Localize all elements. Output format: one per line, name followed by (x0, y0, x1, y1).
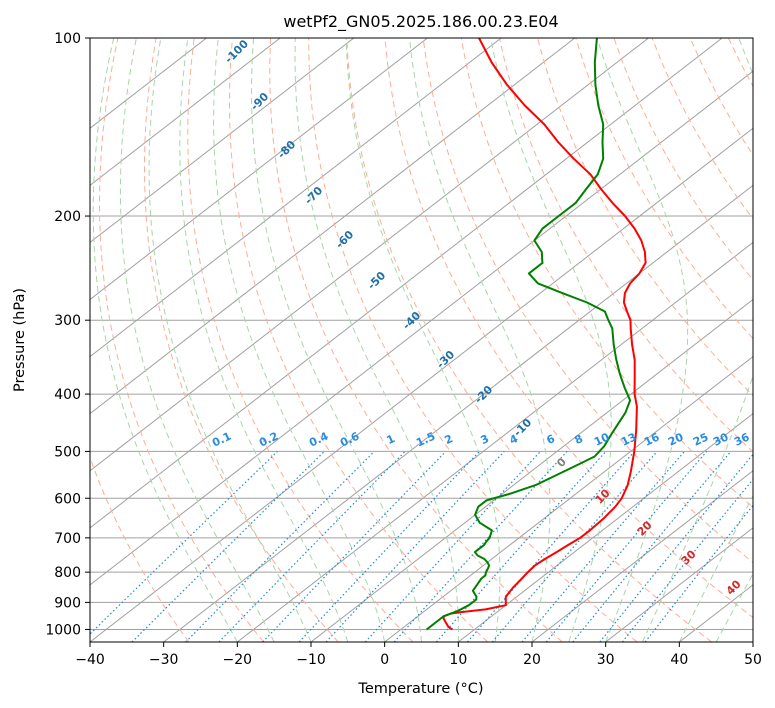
y-axis-label: Pressure (hPa) (12, 288, 28, 392)
dry-adiabat-line (422, 38, 753, 564)
dry-adiabat-line (187, 38, 414, 642)
temperature-line (442, 38, 647, 631)
dry-adiabat-line (346, 38, 713, 642)
y-tick-label: 900 (54, 595, 81, 611)
mixing-ratio-line (218, 450, 406, 642)
dry-adiabat-line (90, 456, 190, 642)
y-tick-label: 200 (54, 209, 81, 225)
isotherm-line (163, 184, 753, 642)
x-tick-label: 0 (380, 652, 389, 668)
dry-adiabat-line (269, 38, 563, 642)
mixing-ratio-line (325, 450, 505, 642)
plot-frame (89, 37, 754, 643)
mixing-ratio-line (621, 478, 753, 642)
y-tick-label: 300 (54, 313, 81, 329)
x-tick-label: −20 (223, 652, 253, 668)
moist-adiabat-line (596, 38, 689, 642)
x-tick-label: −30 (149, 652, 179, 668)
x-tick-label: 10 (449, 652, 467, 668)
y-tick-label: 1000 (45, 622, 81, 638)
y-tick-label: 800 (54, 565, 81, 581)
moist-adiabat-line (294, 38, 459, 642)
y-tick-label: 600 (54, 491, 81, 507)
isotherm-line (752, 641, 753, 642)
dry-adiabat-line (308, 38, 638, 642)
dry-adiabat-line (228, 38, 488, 642)
grid-lines (90, 38, 775, 642)
dry-adiabat-line (767, 38, 775, 642)
mixing-ratio-line (185, 450, 375, 642)
dry-adiabat-line (144, 38, 339, 642)
moist-adiabat-line (179, 38, 349, 642)
y-tick-label: 400 (54, 387, 81, 403)
mixing-ratio-line (599, 453, 753, 642)
dry-adiabat-line (98, 38, 264, 642)
isotherm-line (90, 38, 428, 301)
y-tick-label: 700 (54, 531, 81, 547)
dry-adiabat-line (537, 38, 753, 397)
mixing-ratio-line (393, 450, 568, 642)
dewpoint-line (425, 38, 632, 631)
isotherm-line (90, 38, 281, 186)
axes: −40 −30 −20 −10 0 10 20 30 40 50 100 200 300 400 500 60… (45, 31, 762, 668)
isotherm-line (605, 527, 753, 642)
isotherm-line (458, 413, 753, 642)
mixing-ratio-line (435, 450, 607, 642)
isotherm-line (90, 38, 355, 244)
mixing-ratio-label: 25 (691, 430, 710, 448)
mixing-ratio-line (572, 451, 732, 642)
isotherm-line (90, 38, 723, 529)
mixing-ratio-line (131, 450, 325, 642)
moist-adiabat-line (92, 38, 238, 642)
moist-adiabat-line (409, 38, 551, 642)
y-tick-label: 500 (54, 444, 81, 460)
moist-adiabat-line (490, 38, 612, 642)
isotherm-line (237, 241, 753, 642)
mixing-ratio-label: 36 (732, 430, 752, 448)
x-tick-label: −40 (75, 652, 105, 668)
mixing-ratio-line (262, 450, 447, 642)
dry-adiabat-line (575, 38, 753, 340)
x-tick-label: −10 (296, 652, 326, 668)
moist-adiabat-line (119, 38, 275, 642)
mixing-ratio-label: 20 (666, 430, 686, 448)
isotherm-line (531, 470, 753, 642)
x-tick-label: 40 (670, 652, 688, 668)
mixing-ratio-label: 30 (711, 430, 731, 448)
isotherm-line (90, 70, 753, 586)
chart-title: wetPf2_GN05.2025.186.00.23.E04 (283, 12, 558, 32)
x-axis-label: Temperature (°C) (357, 681, 483, 697)
dry-adiabat-line (384, 38, 753, 619)
moist-adiabat-line (213, 38, 386, 642)
profile-series (425, 38, 647, 631)
isotherm-line (90, 127, 753, 642)
x-tick-label: 30 (597, 652, 615, 668)
moist-adiabat-line (148, 38, 312, 642)
y-tick-label: 100 (54, 31, 81, 47)
plot-background (90, 38, 753, 642)
mixing-ratio-line (545, 451, 708, 642)
isotherm-line (90, 38, 649, 472)
mixing-ratio-label: 10 (592, 430, 612, 448)
mixing-ratio-line (521, 451, 685, 642)
moist-adiabat-line (251, 38, 422, 642)
isotherm-line (384, 355, 753, 642)
mixing-ratio-label: 13 (619, 430, 638, 448)
x-tick-label: 20 (523, 652, 541, 668)
mixing-ratio-label: 16 (642, 430, 662, 448)
mixing-ratio-line (298, 450, 480, 642)
moist-adiabat-line (345, 38, 501, 642)
isotherm-line (90, 38, 502, 358)
isotherm-line (90, 38, 576, 415)
x-tick-label: 50 (744, 652, 762, 668)
